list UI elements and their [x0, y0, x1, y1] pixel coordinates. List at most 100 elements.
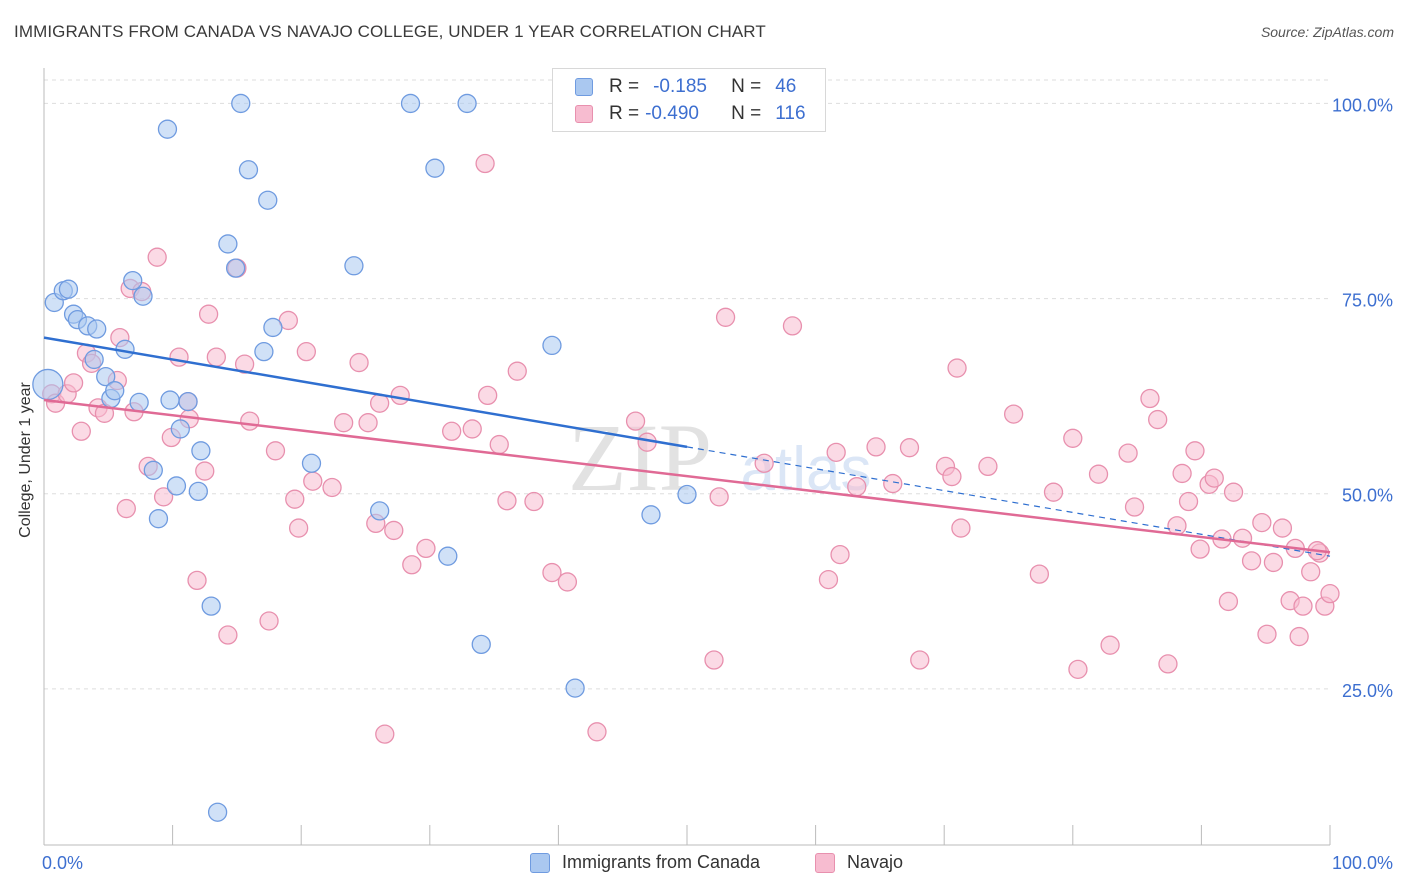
navajo-point	[384, 520, 404, 541]
navajo-point	[169, 347, 189, 367]
canada-point	[96, 366, 116, 387]
x-tick-label: 0.0%	[42, 853, 83, 873]
navajo-point	[358, 413, 378, 433]
navajo-point	[375, 724, 395, 744]
canada-point	[301, 453, 322, 473]
series-legend: Immigrants from Canada Navajo	[0, 852, 1406, 878]
canada-point	[201, 596, 221, 616]
navajo-point	[265, 441, 286, 461]
canada-point	[178, 391, 198, 412]
correlation-legend: R = -0.185 N = 46 R = -0.490 N = 116	[552, 68, 826, 132]
navajo-point	[198, 304, 219, 324]
navajo-point	[715, 307, 736, 327]
source-credit: Source: ZipAtlas.com	[1260, 24, 1394, 40]
canada-point	[457, 93, 477, 114]
navajo-point	[259, 611, 279, 631]
navajo-point	[462, 419, 482, 439]
navajo-point	[1003, 404, 1024, 424]
canada-point	[565, 678, 585, 698]
navajo-point	[1068, 659, 1088, 680]
navajo-point	[951, 518, 971, 538]
legend-n-value: 116	[775, 103, 806, 124]
canada-point	[677, 484, 697, 505]
navajo-legend-swatch	[815, 852, 835, 873]
navajo-point	[1320, 583, 1340, 604]
navajo-point	[1293, 596, 1313, 616]
navajo-point	[1289, 626, 1309, 647]
navajo-point	[1178, 491, 1199, 512]
canada-point	[400, 93, 421, 114]
navajo-point	[883, 473, 903, 494]
canada-point	[148, 509, 169, 529]
navajo-point	[71, 421, 91, 441]
canada-legend-swatch	[530, 852, 550, 873]
navajo-point	[1232, 528, 1253, 548]
navajo-point	[1257, 624, 1277, 644]
canada-point	[344, 256, 364, 276]
navajo-point	[978, 456, 998, 477]
navajo-point	[116, 498, 136, 519]
navajo-point	[866, 437, 886, 457]
y-tick-label: 50.0%	[1342, 486, 1393, 506]
navajo-point	[349, 352, 369, 373]
navajo-point	[442, 421, 462, 441]
canada-point	[129, 392, 149, 413]
navajo-point	[1185, 441, 1205, 461]
x-tick-label: 100.0%	[1332, 853, 1393, 873]
canada-point	[160, 390, 180, 410]
legend-n-label: N =	[731, 76, 762, 97]
navajo-point	[240, 411, 260, 431]
canada-point	[105, 381, 125, 401]
legend-r-value: -0.490	[645, 103, 699, 124]
navajo-point	[416, 538, 436, 559]
navajo-point	[147, 247, 167, 267]
canada-point	[87, 319, 107, 339]
legend-item-canada[interactable]: Immigrants from Canada	[530, 852, 760, 873]
navajo-point	[206, 347, 226, 367]
navajo-point	[1252, 512, 1272, 533]
navajo-point	[1272, 518, 1293, 538]
canada-point	[254, 342, 274, 362]
navajo-point	[1223, 482, 1244, 502]
navajo-point	[507, 361, 527, 381]
legend-label-canada: Immigrants from Canada	[562, 852, 761, 872]
navajo-point	[782, 316, 803, 336]
legend-row-navajo: R = -0.490 N = 116	[575, 102, 806, 126]
navajo-point	[1140, 388, 1160, 409]
navajo-point	[1063, 428, 1083, 448]
canada-point	[471, 634, 491, 655]
navajo-point	[285, 489, 305, 509]
navajo-point	[478, 385, 498, 406]
axes	[43, 68, 1331, 846]
legend-n-value: 46	[775, 76, 797, 97]
navajo-point	[1148, 409, 1168, 430]
navajo-point	[818, 569, 839, 590]
tick-labels: 25.0% 50.0% 75.0% 100.0% 0.0% 100.0%	[42, 95, 1393, 873]
canada-point	[438, 546, 458, 566]
canada-point	[191, 441, 211, 461]
navajo-point	[1029, 564, 1050, 584]
navajo-point	[910, 650, 930, 670]
canada-point	[157, 119, 178, 139]
navajo-point	[288, 518, 309, 538]
canada-swatch	[575, 78, 593, 96]
canada-point	[425, 158, 445, 178]
navajo-point	[1263, 552, 1284, 573]
navajo-point	[625, 411, 646, 431]
navajo-point	[847, 477, 867, 497]
navajo-point	[390, 385, 410, 406]
canada-point	[133, 286, 153, 306]
trend-lines	[43, 336, 1331, 557]
canada-point	[369, 501, 390, 521]
navajo-point	[1167, 516, 1187, 536]
navajo-point	[1301, 562, 1321, 582]
navajo-point	[704, 650, 724, 670]
legend-item-navajo[interactable]: Navajo	[815, 852, 903, 873]
navajo-point	[942, 466, 962, 487]
navajo-point	[489, 434, 509, 455]
navajo-point	[830, 544, 850, 565]
canada-point	[225, 258, 246, 278]
canada-point	[170, 419, 190, 439]
y-tick-label: 25.0%	[1342, 681, 1393, 701]
navajo-point	[524, 491, 544, 512]
